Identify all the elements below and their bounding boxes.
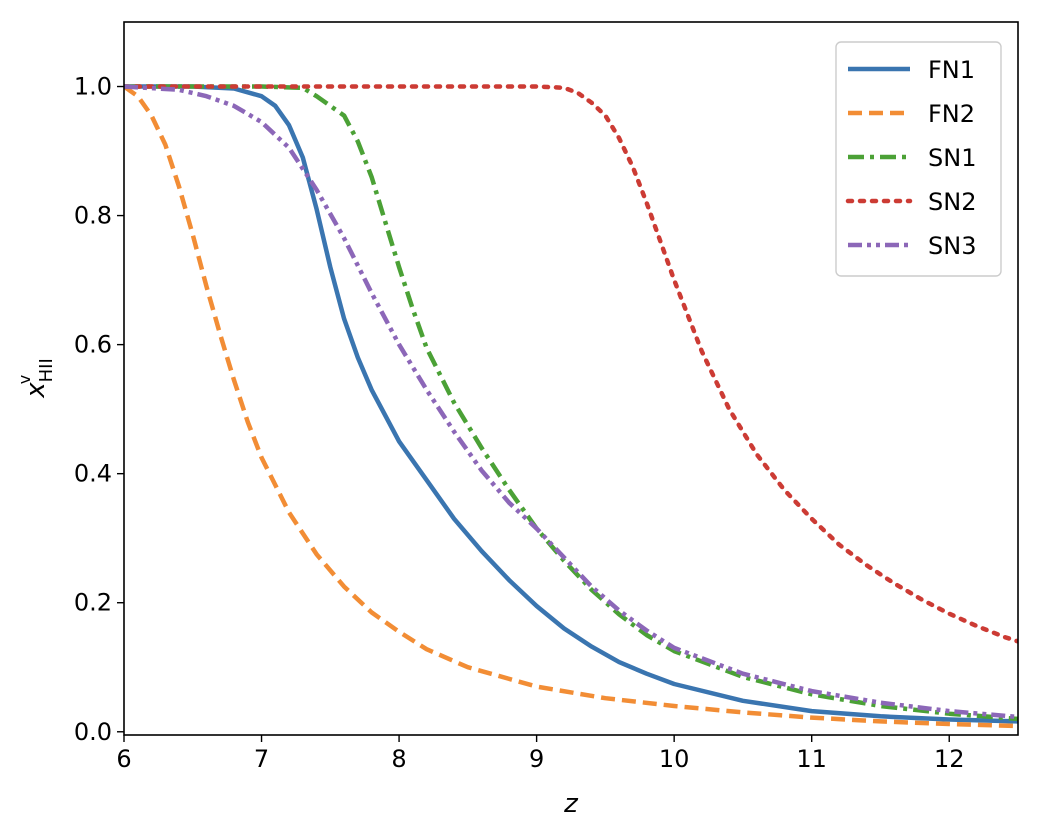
series-line-fn1 [124, 84, 1018, 724]
y-axis-label-base: x [21, 382, 51, 399]
x-tick-label: 6 [116, 745, 131, 773]
legend-label-sn2: SN2 [928, 188, 976, 216]
series-line-sn1 [124, 84, 1018, 722]
plot-frame [123, 21, 1019, 736]
series-line-sn2 [124, 84, 1018, 644]
legend: FN1 FN2 SN1 SN2 SN3 [835, 41, 1002, 277]
x-tick-label: 7 [254, 745, 269, 773]
series-layer [124, 84, 1018, 729]
y-tick-label: 0.6 [74, 331, 112, 359]
x-tick-label: 12 [934, 745, 965, 773]
x-tick-label: 8 [391, 745, 406, 773]
y-axis-label-sup: v [15, 375, 34, 384]
x-axis-label: z [563, 789, 579, 819]
x-tick-label: 9 [529, 745, 544, 773]
legend-label-sn3: SN3 [928, 232, 976, 260]
x-axis-ticks: 6 7 8 9 10 11 12 [116, 735, 965, 773]
legend-label-sn1: SN1 [928, 144, 976, 172]
legend-items: FN1 FN2 SN1 SN2 SN3 [845, 56, 976, 260]
y-axis-label-sub: HII [36, 358, 57, 382]
y-tick-label: 0.0 [74, 718, 112, 746]
legend-frame [835, 41, 1002, 277]
y-tick-label: 0.4 [74, 460, 112, 488]
series-line-fn2 [124, 84, 1018, 729]
y-tick-label: 0.2 [74, 589, 112, 617]
legend-label-fn1: FN1 [928, 56, 975, 84]
y-tick-label: 0.8 [74, 202, 112, 230]
y-axis-label: xHIIv [15, 358, 57, 399]
x-tick-label: 11 [796, 745, 827, 773]
x-tick-label: 10 [659, 745, 690, 773]
series-line-sn3 [124, 84, 1018, 720]
legend-label-fn2: FN2 [928, 100, 975, 128]
y-axis-ticks: 0.0 0.2 0.4 0.6 0.8 1.0 [74, 73, 124, 746]
y-tick-label: 1.0 [74, 73, 112, 101]
